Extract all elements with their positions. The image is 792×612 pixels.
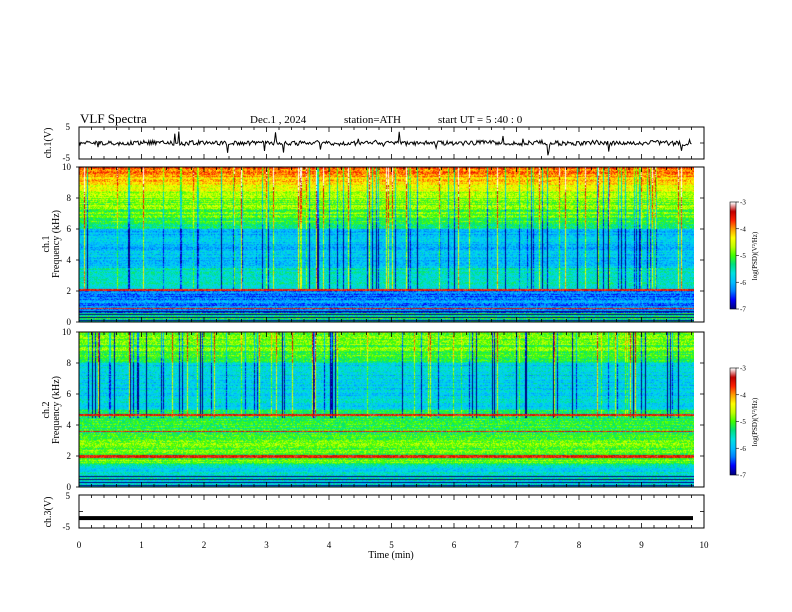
ch3-ytick-bottom: -5 <box>63 522 71 532</box>
ch2-colorbar-label: log(PSD)(V²/Hz) <box>751 397 759 446</box>
x-tick-label: 5 <box>389 540 394 550</box>
spec-y-tick-label: 4 <box>67 420 72 430</box>
ch3-waveform-panel: 5 -5 ch.3(V) <box>43 491 705 532</box>
spec-y-tick-label: 2 <box>67 451 72 461</box>
spec-y-tick-label: 0 <box>67 317 72 327</box>
spec-y-tick-label: 0 <box>67 482 72 492</box>
colorbar-tick-label: -4 <box>740 225 746 233</box>
ch2-spec-ylabel: Frequency (kHz) <box>51 376 62 444</box>
ch3-trace <box>79 516 693 521</box>
colorbar-tick-label: -5 <box>740 418 746 426</box>
ch1-colorbar <box>730 202 736 309</box>
x-tick-label: 7 <box>514 540 519 550</box>
colorbar-tick-label: -7 <box>740 472 746 480</box>
ch2-spec-ylabel-channel: ch.2 <box>41 402 52 419</box>
colorbar-tick-label: -3 <box>740 199 746 207</box>
spec-y-tick-label: 4 <box>67 255 72 265</box>
start-ut-label: start UT = 5 :40 : 0 <box>438 114 523 126</box>
x-tick-label: 10 <box>700 540 710 550</box>
x-axis-label: Time (min) <box>368 550 413 561</box>
ch2-spectrogram-image <box>79 332 694 487</box>
ch1-colorbar-label: log(PSD)(V²/Hz) <box>751 231 759 280</box>
ch3-ytick-top: 5 <box>66 491 71 501</box>
x-tick-label: 1 <box>139 540 144 550</box>
spec-y-tick-label: 6 <box>67 389 72 399</box>
x-tick-label: 8 <box>577 540 582 550</box>
ch1-waveform-panel: 5 -5 ch.1(V) <box>43 122 705 163</box>
spec-y-tick-label: 6 <box>67 224 72 234</box>
colorbar-tick-label: -5 <box>740 252 746 260</box>
x-tick-label: 4 <box>327 540 332 550</box>
colorbar-tick-label: -6 <box>740 445 746 453</box>
colorbar-tick-label: -4 <box>740 391 746 399</box>
x-tick-label: 6 <box>452 540 457 550</box>
x-tick-label: 3 <box>264 540 269 550</box>
ch1-spectrogram-image <box>79 167 694 322</box>
ch1-ytick-top: 5 <box>66 122 71 132</box>
colorbar-tick-label: -3 <box>740 365 746 373</box>
x-tick-label: 2 <box>202 540 207 550</box>
figure-title: VLF Spectra <box>80 111 147 126</box>
station-label: station=ATH <box>344 114 401 126</box>
spec-y-tick-label: 2 <box>67 286 72 296</box>
x-tick-label: 9 <box>639 540 644 550</box>
ch1-spec-ylabel-channel: ch.1 <box>41 236 52 253</box>
date-label: Dec.1 , 2024 <box>250 114 307 126</box>
ch1-trace <box>78 131 692 156</box>
ch3-ylabel: ch.3(V) <box>43 497 54 528</box>
ch1-ytick-bottom: -5 <box>63 153 71 163</box>
spec-y-tick-label: 8 <box>67 193 72 203</box>
colorbar-tick-label: -6 <box>740 279 746 287</box>
colorbar-tick-label: -7 <box>740 306 746 314</box>
spec-y-tick-label: 10 <box>62 162 72 172</box>
x-tick-label: 0 <box>77 540 82 550</box>
ch1-ylabel: ch.1(V) <box>43 128 54 159</box>
ch2-colorbar <box>730 368 736 475</box>
ch1-spec-ylabel: Frequency (kHz) <box>51 210 62 278</box>
spec-y-tick-label: 8 <box>67 358 72 368</box>
spec-y-tick-label: 10 <box>62 327 72 337</box>
